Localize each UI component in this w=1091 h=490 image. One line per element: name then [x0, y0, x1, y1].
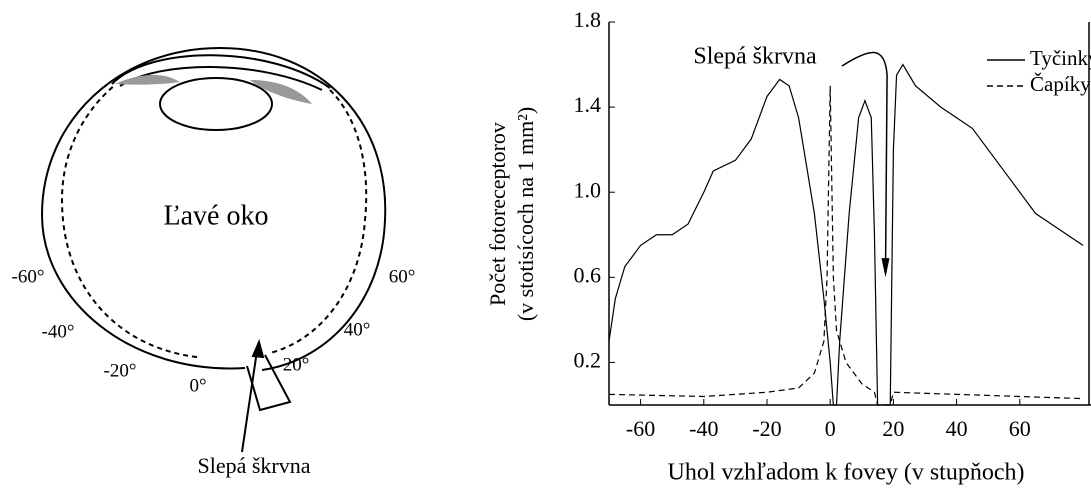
- angle-label: 60°: [389, 266, 416, 287]
- eye-outline: [40, 46, 387, 371]
- annotation-arrow: [841, 51, 888, 274]
- optic-nerve: [246, 354, 292, 412]
- arrow-head: [251, 338, 265, 359]
- annotation: Slepá škrvna: [693, 44, 817, 70]
- eye-title: Ľavé oko: [164, 200, 269, 231]
- ciliary-left: [115, 74, 180, 85]
- x-tick-label: -60: [626, 416, 655, 441]
- x-tick-label: 0: [825, 416, 836, 441]
- retina: [60, 84, 368, 358]
- legend-label: Čapíky: [1030, 72, 1091, 96]
- y-tick-label: 0.6: [574, 262, 602, 287]
- y-tick-label: 0.2: [574, 347, 602, 372]
- lens: [159, 77, 273, 131]
- series-line: [608, 63, 1084, 406]
- y-tick-label: 1.8: [574, 7, 602, 32]
- angle-label: -60°: [12, 266, 45, 287]
- cornea-outer: [111, 54, 331, 89]
- legend-label: Tyčinky: [1030, 46, 1091, 70]
- annotation-arrowhead: [881, 258, 890, 278]
- y-axis-label: Počet fotoreceptorov: [485, 122, 510, 306]
- x-tick-label: 20: [882, 416, 904, 441]
- x-tick-label: -40: [689, 416, 718, 441]
- angle-label: 20°: [283, 354, 310, 375]
- blind-spot-arrow: [241, 343, 259, 453]
- angle-label: 40°: [344, 319, 371, 340]
- x-axis-label: Uhol vzhľadom k fovey (v stupňoch): [667, 460, 1024, 486]
- eye-diagram: [40, 46, 387, 453]
- blind-spot-label: Slepá škrvna: [197, 453, 310, 478]
- angle-label: -40°: [42, 321, 75, 342]
- x-tick-label: 60: [1009, 416, 1031, 441]
- ciliary-right: [250, 80, 312, 104]
- series-line: [608, 85, 1084, 406]
- y-axis-label: (v stotisícoch na 1 mm²): [513, 107, 538, 321]
- x-tick-label: 40: [946, 416, 968, 441]
- angle-label: 0°: [189, 375, 206, 396]
- angle-label: -20°: [104, 360, 137, 381]
- x-tick-label: -20: [752, 416, 781, 441]
- y-tick-label: 1.0: [574, 177, 602, 202]
- y-tick-label: 1.4: [574, 92, 602, 117]
